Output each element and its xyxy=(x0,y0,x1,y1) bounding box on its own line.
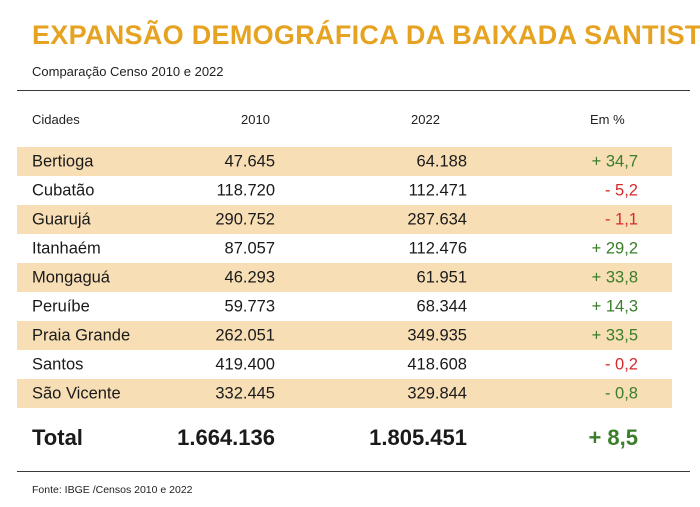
page-subtitle: Comparação Censo 2010 e 2022 xyxy=(32,64,224,79)
column-header-2022: 2022 xyxy=(411,112,440,127)
value-2010-cell: 419.400 xyxy=(215,355,275,373)
table-row: Guarujá 290.752 287.634 - 1,1 xyxy=(17,205,672,234)
value-2010-cell: 262.051 xyxy=(215,326,275,344)
percent-cell: - 0,2 xyxy=(604,355,638,373)
value-2022-cell: 68.344 xyxy=(416,297,467,315)
value-2010-cell: 332.445 xyxy=(215,384,275,402)
percent-cell: - 0,8 xyxy=(604,384,638,402)
total-percent: + 8,5 xyxy=(588,425,638,450)
value-2022-cell: 112.471 xyxy=(408,181,467,199)
city-cell: Praia Grande xyxy=(32,326,131,344)
city-cell: Santos xyxy=(32,355,84,373)
table-row: Bertioga 47.645 64.188 + 34,7 xyxy=(17,147,672,176)
table-row: São Vicente 332.445 329.844 - 0,8 xyxy=(17,379,672,408)
city-cell: Guarujá xyxy=(32,210,91,228)
value-2022-cell: 287.634 xyxy=(407,210,467,228)
value-2010-cell: 87.057 xyxy=(224,239,275,257)
city-cell: São Vicente xyxy=(32,384,121,402)
page-title: EXPANSÃO DEMOGRÁFICA DA BAIXADA SANTISTA xyxy=(32,20,700,50)
city-cell: Itanhaém xyxy=(32,239,101,257)
percent-cell: + 33,8 xyxy=(591,268,638,286)
source-note: Fonte: IBGE /Censos 2010 e 2022 xyxy=(32,484,193,496)
table-row: Cubatão 118.720 112.471 - 5,2 xyxy=(17,176,672,205)
value-2010-cell: 46.293 xyxy=(224,268,275,286)
column-header-2010: 2010 xyxy=(241,112,270,127)
total-2022: 1.805.451 xyxy=(369,425,467,450)
table-row: Santos 419.400 418.608 - 0,2 xyxy=(17,350,672,379)
total-2010: 1.664.136 xyxy=(177,425,275,450)
total-label: Total xyxy=(32,425,83,450)
percent-cell: + 34,7 xyxy=(591,152,638,170)
table-row: Peruíbe 59.773 68.344 + 14,3 xyxy=(17,292,672,321)
column-header-cities: Cidades xyxy=(32,112,80,127)
value-2022-cell: 349.935 xyxy=(407,326,467,344)
value-2022-cell: 329.844 xyxy=(407,384,467,402)
value-2010-cell: 47.645 xyxy=(224,152,275,170)
top-divider xyxy=(17,90,690,91)
percent-cell: + 33,5 xyxy=(591,326,638,344)
table-row: Praia Grande 262.051 349.935 + 33,5 xyxy=(17,321,672,350)
city-cell: Cubatão xyxy=(32,181,95,199)
percent-cell: + 14,3 xyxy=(591,297,638,315)
table-row: Itanhaém 87.057 112.476 + 29,2 xyxy=(17,234,672,263)
total-row: Total 1.664.136 1.805.451 + 8,5 xyxy=(17,425,672,453)
percent-cell: + 29,2 xyxy=(591,239,638,257)
bottom-divider xyxy=(17,471,690,472)
city-cell: Mongaguá xyxy=(32,268,110,286)
city-cell: Bertioga xyxy=(32,152,94,170)
value-2022-cell: 64.188 xyxy=(416,152,467,170)
table-body: Bertioga 47.645 64.188 + 34,7 Cubatão 118.720… xyxy=(17,147,672,408)
column-header-percent: Em % xyxy=(590,112,625,127)
percent-cell: - 1,1 xyxy=(604,210,638,228)
percent-cell: - 5,2 xyxy=(604,181,638,199)
value-2010-cell: 59.773 xyxy=(224,297,275,315)
value-2010-cell: 118.720 xyxy=(216,181,275,199)
value-2022-cell: 61.951 xyxy=(416,268,467,286)
value-2022-cell: 418.608 xyxy=(407,355,467,373)
table-row: Mongaguá 46.293 61.951 + 33,8 xyxy=(17,263,672,292)
city-cell: Peruíbe xyxy=(32,297,90,315)
value-2022-cell: 112.476 xyxy=(408,239,467,257)
value-2010-cell: 290.752 xyxy=(215,210,275,228)
